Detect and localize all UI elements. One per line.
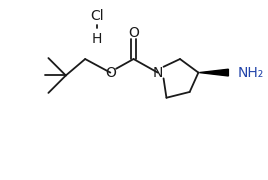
Text: O: O — [128, 26, 139, 40]
Text: N: N — [152, 66, 163, 80]
Text: NH₂: NH₂ — [238, 66, 264, 80]
Text: H: H — [92, 32, 102, 46]
Text: O: O — [105, 66, 116, 80]
Polygon shape — [199, 69, 228, 76]
Text: Cl: Cl — [90, 10, 104, 23]
